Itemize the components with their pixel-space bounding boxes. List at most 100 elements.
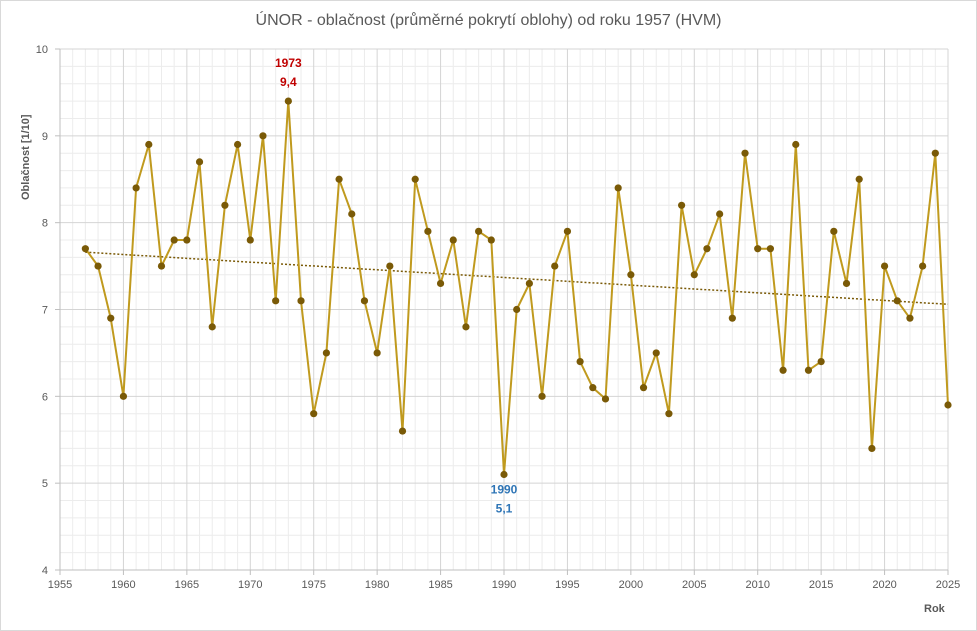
annotation-year: 1990: [491, 482, 518, 496]
y-tick-label: 6: [42, 391, 48, 403]
data-point: [107, 314, 115, 322]
data-point: [462, 323, 470, 331]
data-point: [551, 262, 559, 270]
data-point: [475, 227, 483, 235]
data-point: [576, 358, 584, 366]
data-point: [703, 245, 711, 253]
y-tick-label: 10: [36, 44, 48, 56]
data-point: [348, 210, 356, 218]
data-point: [398, 427, 407, 435]
data-point: [678, 201, 686, 209]
axes: [55, 48, 949, 575]
data-point: [880, 262, 889, 270]
data-point: [563, 227, 572, 235]
series-group: [81, 97, 952, 479]
data-point: [665, 410, 673, 418]
annotation-year: 1973: [275, 56, 302, 70]
data-point: [208, 323, 216, 331]
data-point: [170, 236, 178, 244]
data-point: [436, 279, 445, 288]
x-tick-label: 1980: [365, 579, 389, 591]
data-point: [868, 444, 876, 453]
data-point: [322, 349, 330, 357]
data-point: [297, 297, 305, 305]
x-tick-label: 2005: [682, 579, 706, 591]
y-tick-label: 4: [42, 565, 48, 577]
data-point: [500, 470, 508, 479]
data-point: [335, 175, 343, 183]
data-point: [94, 262, 102, 270]
annotations: 1973 9,4 1990 5,1: [275, 56, 518, 515]
tick-labels: 1955 1960 1965 1970 1975 1980 1985 1990 1995 2000…: [36, 44, 960, 591]
data-point: [728, 314, 736, 322]
data-point: [766, 245, 775, 253]
data-point: [487, 236, 495, 244]
data-point: [830, 227, 838, 235]
data-point: [652, 349, 660, 357]
data-point: [716, 210, 724, 218]
data-point: [195, 158, 204, 166]
data-point: [639, 384, 648, 392]
data-point: [310, 410, 318, 418]
data-point: [792, 140, 800, 149]
data-point: [804, 366, 813, 374]
data-point: [221, 201, 229, 209]
data-point: [360, 297, 369, 305]
data-point: [183, 236, 191, 244]
x-axis-label: Rok: [924, 603, 945, 615]
data-point: [741, 149, 749, 157]
annotation-value: 9,4: [280, 75, 297, 89]
y-tick-label: 8: [42, 218, 48, 230]
data-point: [931, 149, 939, 157]
data-point: [906, 314, 914, 322]
data-point: [817, 358, 825, 366]
x-tick-label: 1970: [238, 579, 262, 591]
data-point: [246, 236, 254, 244]
data-point: [373, 349, 381, 357]
data-point: [525, 279, 533, 288]
data-point: [614, 184, 622, 192]
data-point: [81, 245, 89, 253]
data-point: [601, 395, 610, 403]
data-point: [919, 262, 927, 270]
data-point: [234, 140, 242, 149]
y-tick-label: 5: [42, 478, 48, 490]
x-tick-label: 1995: [555, 579, 579, 591]
data-point: [284, 97, 292, 105]
x-tick-label: 1985: [428, 579, 452, 591]
data-point: [855, 175, 863, 183]
x-tick-label: 2015: [809, 579, 833, 591]
x-tick-label: 2010: [745, 579, 769, 591]
x-tick-label: 1990: [492, 579, 516, 591]
data-point: [513, 305, 521, 314]
data-point: [145, 140, 153, 149]
data-point: [944, 401, 952, 409]
data-point: [893, 297, 901, 305]
data-point: [779, 366, 787, 374]
data-point: [132, 184, 140, 192]
data-point: [424, 227, 432, 235]
x-tick-label: 1965: [175, 579, 199, 591]
x-tick-label: 1960: [111, 579, 135, 591]
x-tick-label: 2000: [619, 579, 643, 591]
chart-title: ÚNOR - oblačnost (průměrné pokrytí obloh…: [255, 12, 722, 29]
data-point: [259, 132, 267, 140]
data-point: [272, 297, 280, 305]
data-point: [690, 271, 698, 279]
data-point: [119, 392, 128, 400]
data-point: [411, 175, 419, 183]
x-tick-label: 2025: [936, 579, 960, 591]
data-point: [589, 384, 597, 392]
data-point: [386, 262, 394, 270]
y-tick-label: 9: [42, 131, 48, 143]
annotation-value: 5,1: [496, 501, 513, 515]
data-point: [538, 392, 546, 400]
data-point: [627, 271, 635, 279]
data-point: [842, 279, 851, 288]
x-tick-label: 2020: [872, 579, 896, 591]
y-tick-label: 7: [42, 305, 48, 317]
data-point: [157, 262, 166, 270]
data-point: [449, 236, 457, 244]
x-tick-label: 1955: [48, 579, 72, 591]
